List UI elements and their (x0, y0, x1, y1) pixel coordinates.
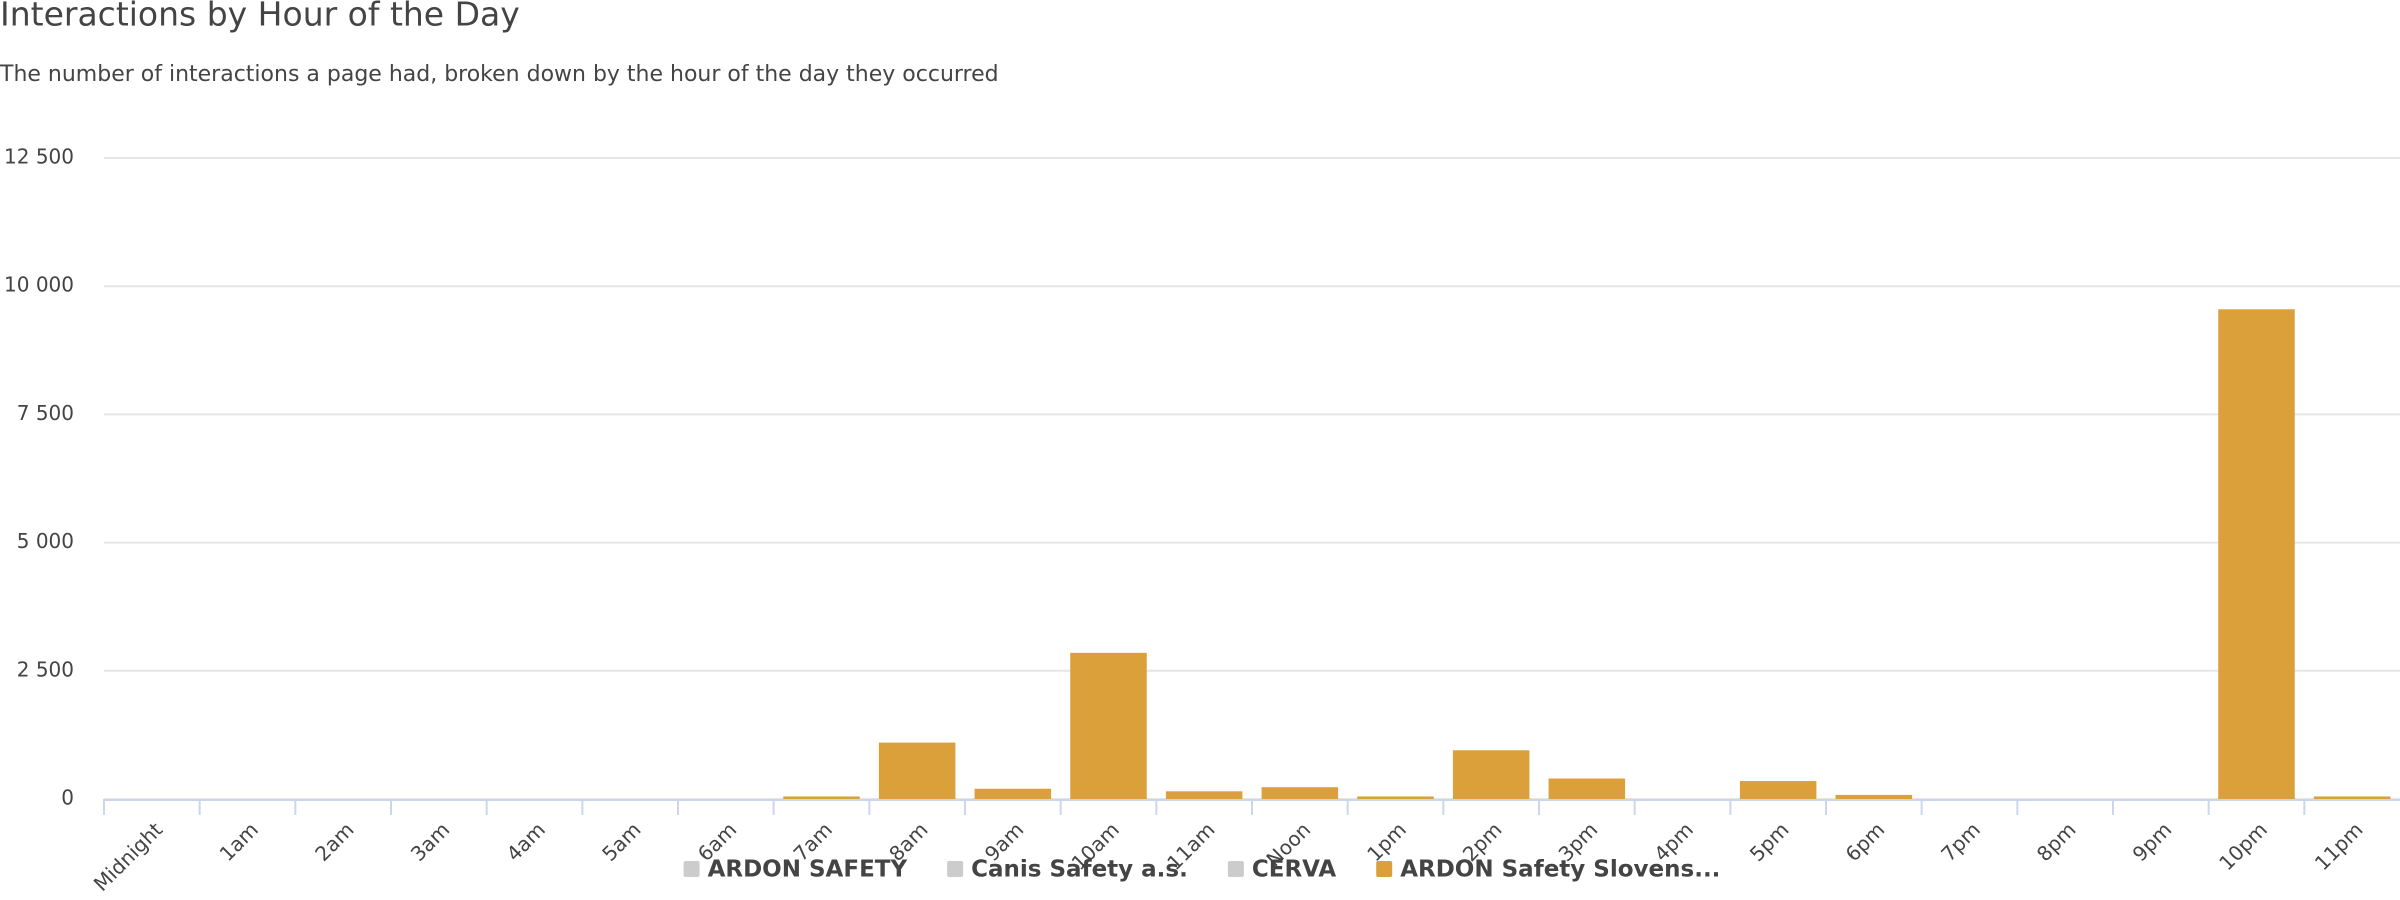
y-tick-label: 5 000 (17, 529, 74, 553)
legend-label: Canis Safety a.s. (971, 857, 1188, 883)
legend-symbol (1227, 861, 1244, 877)
y-tick-label: 10 000 (4, 273, 74, 297)
legend-symbol (947, 861, 964, 877)
x-tick-label: 9pm (2128, 817, 2177, 866)
x-tick-label: Midnight (89, 817, 168, 896)
legend: ARDON SAFETY Canis Safety a.s. CERVA ARDON … (683, 857, 1720, 883)
chart-subtitle: The number of interactions a page had, b… (0, 62, 999, 87)
bar (878, 742, 956, 799)
bar (1835, 794, 1913, 799)
x-tick-label: 10pm (2214, 817, 2272, 875)
y-tick-label: 7 500 (17, 401, 74, 425)
x-tick-label: 8pm (2032, 817, 2081, 866)
x-tick-label: 11pm (2310, 817, 2368, 875)
chart-title: Interactions by Hour of the Day (0, 0, 520, 34)
x-tick-label: 4am (502, 817, 550, 865)
y-tick-label: 12 500 (4, 145, 74, 169)
x-tick-label: 1am (215, 817, 263, 865)
legend-item[interactable]: CERVA (1227, 857, 1337, 883)
legend-label: ARDON Safety Slovens... (1400, 857, 1720, 883)
y-tick-label: 0 (61, 786, 74, 810)
x-tick-label: 5pm (1745, 817, 1794, 866)
bar (783, 796, 860, 799)
bar (1357, 796, 1434, 799)
bar (1548, 778, 1626, 799)
legend-symbol (1376, 861, 1393, 877)
legend-label: CERVA (1252, 857, 1337, 883)
legend-item[interactable]: Canis Safety a.s. (947, 857, 1188, 883)
legend-item[interactable]: ARDON SAFETY (683, 857, 908, 883)
bar (1452, 750, 1530, 799)
bar (1165, 791, 1243, 799)
legend-item[interactable]: ARDON Safety Slovens... (1376, 857, 1720, 883)
x-tick-label: 2am (310, 817, 358, 865)
legend-symbol (683, 861, 700, 877)
legend-label: ARDON SAFETY (708, 857, 908, 883)
bar (2313, 796, 2391, 799)
x-tick-label: 6pm (1841, 817, 1890, 866)
x-tick-label: 5am (597, 817, 645, 865)
x-tick-label: 3am (406, 817, 454, 865)
bar (974, 788, 1052, 799)
bar (1261, 787, 1339, 799)
x-tick-label: 7pm (1936, 817, 1985, 866)
bar (1070, 652, 1147, 799)
y-tick-label: 2 500 (17, 657, 74, 681)
bar (2218, 309, 2295, 799)
bar (1739, 781, 1817, 799)
